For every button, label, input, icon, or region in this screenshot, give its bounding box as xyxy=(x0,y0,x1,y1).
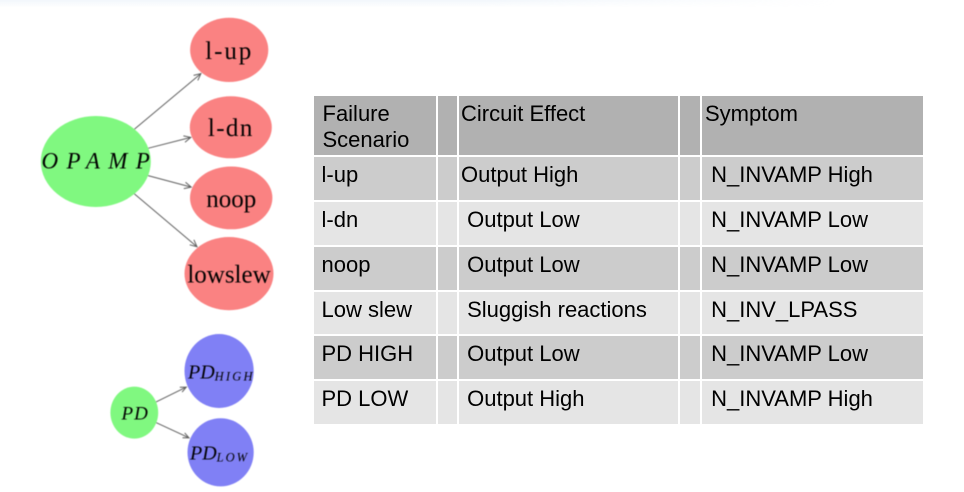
svg-text:PD: PD xyxy=(121,404,149,425)
svg-text:l-up: l-up xyxy=(205,38,253,65)
svg-text:OPAMP: OPAMP xyxy=(42,149,159,174)
svg-text:lowslew: lowslew xyxy=(187,262,270,289)
svg-text:noop: noop xyxy=(206,186,256,213)
svg-text:l-dn: l-dn xyxy=(208,115,254,142)
